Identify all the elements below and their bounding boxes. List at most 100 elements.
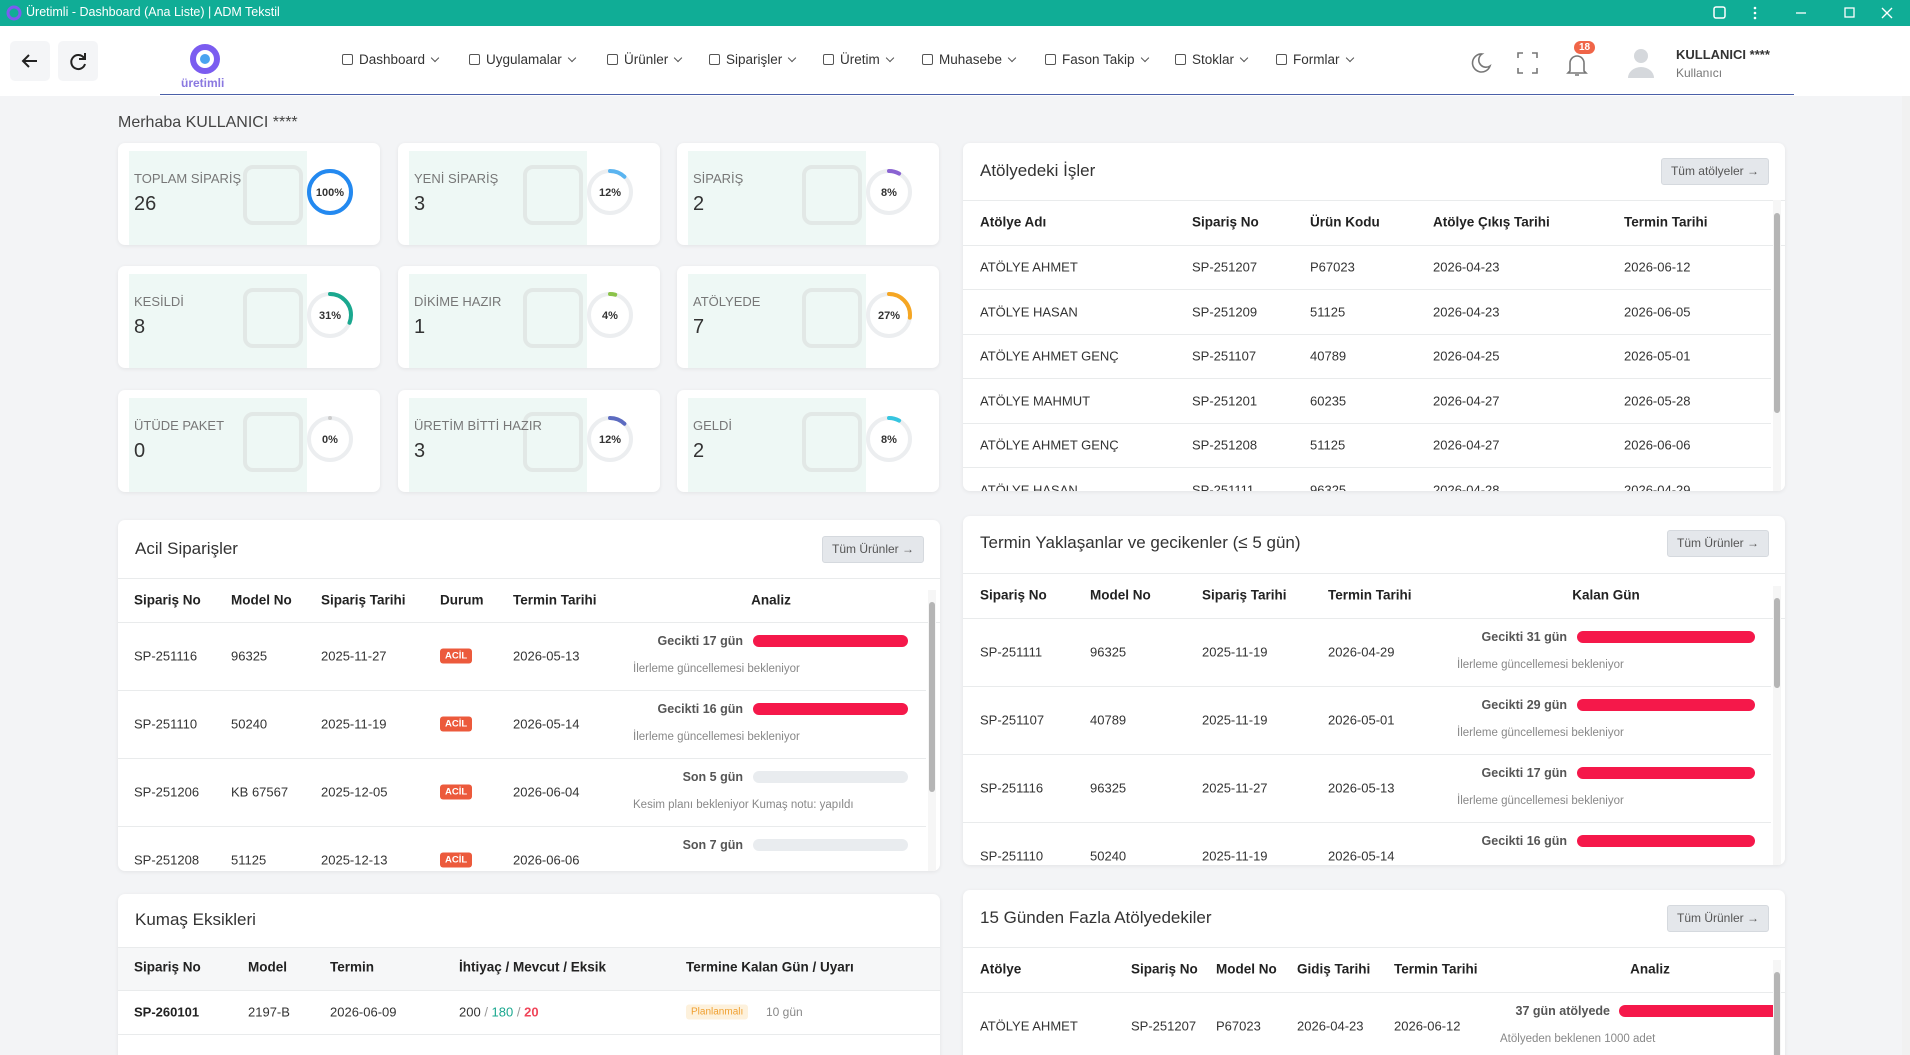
menu-item[interactable]: Fason Takip [1045, 52, 1149, 67]
panel: Atölyedeki İşler Tüm atölyeler → Atölye Ad… [963, 143, 1785, 491]
table-cell: ATÖLYE AHMET [980, 1018, 1078, 1034]
stat-card[interactable]: TOPLAM SİPARİŞ 26 100% [118, 143, 380, 245]
table-cell: 2026-05-28 [1624, 393, 1691, 408]
menu-icon [823, 54, 834, 65]
column-header: Sipariş No [980, 587, 1047, 603]
stat-card[interactable]: YENİ SİPARİŞ 3 12% [398, 143, 660, 245]
menu-label: Muhasebe [939, 52, 1003, 67]
status-badge: ACİL [440, 716, 473, 732]
stat-card[interactable]: DİKİME HAZIR 1 4% [398, 266, 660, 368]
avatar[interactable] [1626, 46, 1656, 78]
analysis-bar [1577, 767, 1755, 779]
menu-caret [567, 53, 577, 63]
menu-caret [1345, 53, 1354, 63]
analysis-status: Gecikti 17 gün [657, 634, 743, 648]
panel-button[interactable]: Tüm Ürünler → [1666, 530, 1769, 557]
table-cell: ATÖLYE AHMET [980, 259, 1078, 275]
logo-text[interactable]: üretimli [181, 76, 225, 90]
table-cell: 2026-04-29 [1624, 482, 1691, 491]
progress-ring: 12% [587, 169, 633, 215]
menu-item[interactable]: Formlar [1276, 52, 1354, 67]
panel-title: Kumaş Eksikleri [135, 910, 256, 929]
table-cell: 10 gün [766, 1005, 803, 1019]
analysis-bar [1577, 631, 1755, 643]
panel: Termin Yaklaşanlar ve gecikenler (≤ 5 gü… [963, 516, 1785, 865]
stat-card[interactable]: ÜTÜDE PAKET 0 0% [118, 390, 380, 492]
table-cell: SP-251208 [134, 852, 200, 868]
column-header: Analiz [1630, 961, 1670, 977]
menu-icon [1276, 54, 1287, 65]
status-badge: ACİL [440, 852, 473, 868]
scrollbar-thumb[interactable] [929, 602, 935, 792]
menu-item[interactable]: Muhasebe [922, 52, 1017, 67]
column-header: Termine Kalan Gün / Uyarı [686, 959, 854, 975]
menu-icon [1045, 54, 1056, 65]
menu-icon [922, 54, 933, 65]
header-icon-set[interactable] [1460, 44, 1610, 80]
menu-item[interactable]: Uygulamalar [469, 52, 577, 67]
table-cell: SP-251107 [980, 712, 1045, 728]
window-controls[interactable] [1700, 4, 1900, 22]
panel-title: Atölyedeki İşler [980, 161, 1096, 180]
menu-label: Uygulamalar [486, 52, 562, 67]
logo-mark[interactable] [188, 42, 222, 76]
ring-arc [307, 169, 353, 215]
table-cell: P67023 [1310, 259, 1355, 275]
table-cell: 2025-11-27 [321, 648, 387, 664]
row-divider [963, 947, 1785, 948]
menu-item[interactable]: Üretim [823, 52, 894, 67]
notification-badge[interactable]: 18 [1574, 41, 1596, 54]
panel: Kumaş Eksikleri Sipariş No Model Termin İhti… [118, 894, 940, 1055]
page-scrollbar[interactable] [1902, 96, 1910, 1055]
table-cell: 2025-12-05 [321, 784, 388, 800]
ring-label: 27% [878, 310, 900, 322]
column-header: Model No [1090, 587, 1151, 603]
table-cell: 2026-06-09 [330, 1004, 397, 1020]
panel-button[interactable]: Tüm Ürünler → [1666, 905, 1769, 932]
panel-button[interactable]: Tüm atölyeler → [1660, 158, 1769, 185]
back-button[interactable] [10, 41, 50, 81]
stat-card[interactable]: GELDİ 2 8% [677, 390, 939, 492]
table-cell: SP-251209 [1192, 304, 1258, 319]
refresh-button[interactable] [58, 41, 98, 81]
stat-card[interactable]: KESİLDİ 8 31% [118, 266, 380, 368]
column-header: Analiz [751, 592, 791, 608]
stat-value: 1 [414, 316, 426, 338]
stat-label: GELDİ [693, 418, 733, 433]
scrollbar-track[interactable] [1773, 586, 1781, 865]
table-cell: KB 67567 [231, 784, 289, 800]
user-role: Kullanıcı [1676, 66, 1723, 80]
menu-item[interactable]: Stoklar [1175, 52, 1249, 67]
analysis-note: İlerleme güncellemesi bekleniyor [1457, 727, 1624, 739]
stat-card[interactable]: ATÖLYEDE 7 27% [677, 266, 939, 368]
menu-caret [1007, 53, 1017, 63]
column-header: Sipariş No [1131, 961, 1198, 977]
menu-item[interactable]: Ürünler [607, 52, 683, 67]
user-name[interactable]: KULLANICI **** [1676, 47, 1770, 62]
ring-label: 0% [322, 434, 338, 446]
scrollbar-thumb[interactable] [1774, 213, 1780, 413]
table-cell: SP-251111 [980, 644, 1043, 660]
table-cell: 2026-05-13 [1328, 780, 1395, 796]
table-cell: 96325 [1090, 644, 1127, 660]
analysis-bar [753, 635, 908, 647]
table-cell: ATÖLYE AHMET GENÇ [980, 437, 1119, 453]
stat-card-watermark [243, 288, 303, 348]
scrollbar-thumb[interactable] [1774, 972, 1780, 1055]
menu-label: Dashboard [359, 52, 426, 67]
table-cell: 96325 [1090, 780, 1127, 796]
scrollbar-thumb[interactable] [1774, 598, 1780, 688]
greeting: Merhaba KULLANICI **** [118, 114, 298, 131]
stat-card[interactable]: ÜRETİM BİTTİ HAZIR 3 12% [398, 390, 660, 492]
header-icons [1460, 44, 1610, 80]
menu-caret [1239, 53, 1249, 63]
panel-button[interactable]: Tüm Ürünler → [821, 536, 924, 563]
stat-card[interactable]: SİPARİŞ 2 8% [677, 143, 939, 245]
menu-icon [342, 54, 353, 65]
menu-item[interactable]: Siparişler [709, 52, 797, 67]
progress-ring: 31% [307, 292, 353, 338]
menu-label: Fason Takip [1062, 52, 1135, 67]
stat-card-watermark [802, 165, 862, 225]
menu-item[interactable]: Dashboard [342, 52, 440, 67]
